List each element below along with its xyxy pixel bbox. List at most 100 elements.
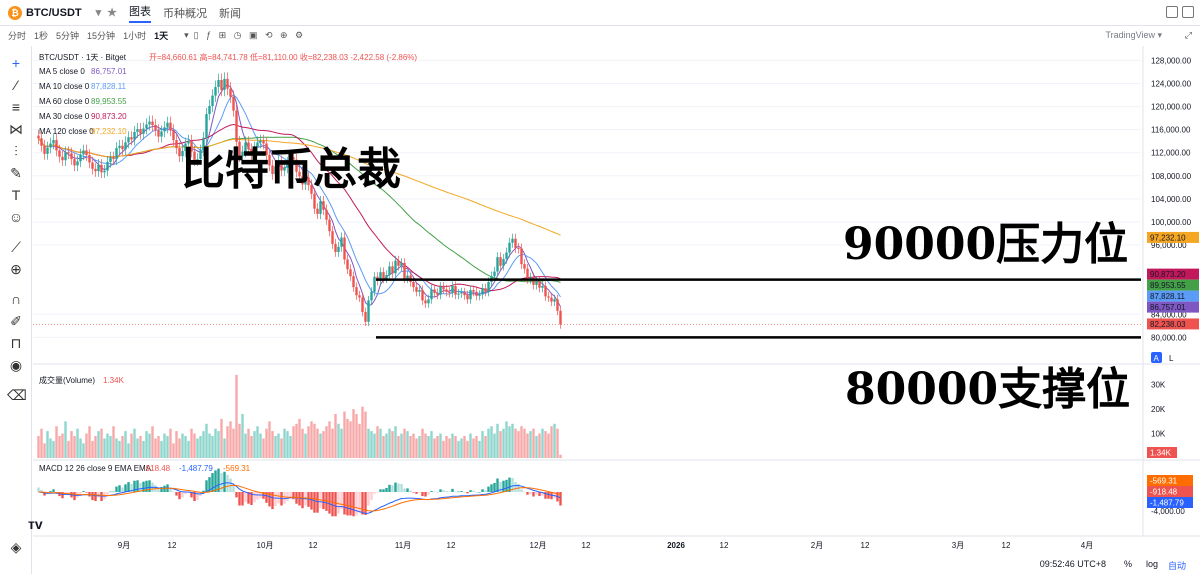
interval-tick[interactable]: 分时 <box>8 30 27 41</box>
interval-1s[interactable]: 1秒 <box>34 30 49 41</box>
symbol-selector[interactable]: ₿ BTC/USDT ▾ ★ <box>8 5 118 20</box>
interval-15m[interactable]: 15分钟 <box>87 30 116 41</box>
lock-drawing-icon[interactable]: ✐ <box>10 313 22 329</box>
emoji-icon[interactable]: ☺ <box>8 209 24 225</box>
tab-chart[interactable]: 图表 <box>129 3 152 23</box>
macd-histogram-bar <box>382 489 385 492</box>
volume-bar <box>529 431 532 458</box>
macd-histogram-bar <box>325 492 328 511</box>
interval-toolbar: 分时 1秒 5分钟 15分钟 1小时 1天 ▾ ▯ ƒ ⊞ ◷ ▣ ⟲ ⊕ ⚙ … <box>0 26 1200 44</box>
percent-toggle[interactable]: % <box>1123 559 1132 569</box>
macd-histogram-bar <box>40 489 43 492</box>
eye-icon[interactable]: ◉ <box>9 357 23 373</box>
ruler-icon[interactable]: ⟋ <box>11 239 21 255</box>
macd-legend-v3: -569.31 <box>223 464 251 473</box>
volume-bar <box>475 436 478 458</box>
volume-bar <box>391 431 394 458</box>
macd-histogram-bar <box>286 492 289 501</box>
volume-bar <box>334 414 337 458</box>
candle <box>64 152 67 161</box>
volume-bar <box>262 438 265 458</box>
chart-canvas[interactable]: 128,000.00 124,000.00 120,000.00 116,000.00… <box>33 46 1200 556</box>
volume-bar <box>208 433 211 458</box>
candle <box>304 177 307 185</box>
interval-1h[interactable]: 1小时 <box>123 30 147 41</box>
volume-bar <box>94 436 97 458</box>
volume-bar <box>184 436 187 458</box>
tradingview-menu[interactable]: TradingView ▾ <box>1105 29 1162 40</box>
volume-bar <box>364 411 367 458</box>
lock-icon[interactable]: ⊓ <box>10 335 22 351</box>
macd-histogram-bar <box>559 492 562 506</box>
macd-histogram-bar <box>481 489 484 492</box>
fib-icon[interactable]: ⫶ <box>14 143 18 159</box>
magnet-icon[interactable]: ∩ <box>10 291 22 307</box>
macd-histogram-bar <box>385 487 388 492</box>
auto-toggle[interactable]: 自动 <box>1167 561 1186 571</box>
interval-5m[interactable]: 5分钟 <box>56 30 80 41</box>
candle <box>247 142 250 150</box>
brush-icon[interactable]: ✎ <box>10 165 22 181</box>
price-badge-label: 89,953.55 <box>1150 281 1186 290</box>
volume-bar <box>352 409 355 458</box>
price-badge-label: 82,238.03 <box>1150 320 1186 329</box>
macd-histogram-bar <box>49 491 52 492</box>
ma-line <box>38 137 561 236</box>
volume-bar <box>256 426 259 458</box>
chart-type-icon[interactable]: ▾ ▯ ƒ ⊞ ◷ ▣ ⟲ ⊕ ⚙ <box>184 29 304 40</box>
volume-bar <box>289 436 292 458</box>
price-tick-label: 108,000.00 <box>1151 172 1192 181</box>
trend-line-icon[interactable]: ⁄ <box>14 77 18 93</box>
layers-icon[interactable]: ◈ <box>10 539 22 555</box>
settings-icon[interactable] <box>1166 6 1178 18</box>
tab-coin-overview[interactable]: 币种概况 <box>163 7 208 20</box>
volume-bar <box>274 436 277 458</box>
volume-bar <box>64 421 67 458</box>
candle <box>202 137 205 151</box>
macd-histogram-bar <box>331 492 334 517</box>
volume-bar <box>223 438 226 458</box>
volume-bar <box>436 436 439 458</box>
macd-histogram-bar <box>241 492 244 506</box>
candle <box>235 110 238 142</box>
volume-bar <box>163 433 166 458</box>
star-icon[interactable]: ★ <box>107 7 118 19</box>
macd-badge-label: -569.31 <box>1150 477 1178 486</box>
candle <box>430 289 433 300</box>
macd-histogram-bar <box>400 483 403 492</box>
candle <box>454 286 457 295</box>
macd-histogram-bar <box>442 490 445 492</box>
candle <box>475 291 478 296</box>
fullscreen-icon[interactable] <box>1182 6 1194 18</box>
candle <box>388 266 391 276</box>
macd-histogram-bar <box>298 492 301 506</box>
horizontal-lines-icon[interactable]: ≡ <box>11 99 21 115</box>
pattern-icon[interactable]: ⋈ <box>9 121 23 137</box>
candle <box>169 122 172 131</box>
tab-news[interactable]: 新闻 <box>219 7 242 20</box>
candle <box>493 271 496 277</box>
candle <box>163 127 166 132</box>
volume-bar <box>220 418 223 458</box>
volume-badge <box>1147 447 1177 458</box>
price-badge <box>1147 290 1199 302</box>
macd-histogram-bar <box>244 492 247 502</box>
candle <box>460 292 463 294</box>
crosshair-icon[interactable]: + <box>11 55 21 71</box>
text-icon[interactable]: T <box>11 187 21 203</box>
trash-icon[interactable]: ⌫ <box>7 387 27 403</box>
price-tick-label: 96,000.00 <box>1151 241 1187 250</box>
price-tick-label: 128,000.00 <box>1151 56 1192 65</box>
volume-bar <box>535 436 538 458</box>
chevron-down-icon[interactable]: ▾ <box>95 7 102 19</box>
zoom-icon[interactable]: ⊕ <box>10 261 22 277</box>
time-tick-label: 12 <box>168 541 177 550</box>
volume-bar <box>421 428 424 458</box>
log-toggle[interactable]: log <box>1145 559 1158 569</box>
candle <box>121 145 124 150</box>
volume-bar <box>397 436 400 458</box>
interval-1d[interactable]: 1天 <box>154 30 169 41</box>
candle <box>61 156 64 161</box>
macd-histogram-bar <box>355 492 358 516</box>
expand-icon[interactable]: ⤢ <box>1184 29 1192 40</box>
